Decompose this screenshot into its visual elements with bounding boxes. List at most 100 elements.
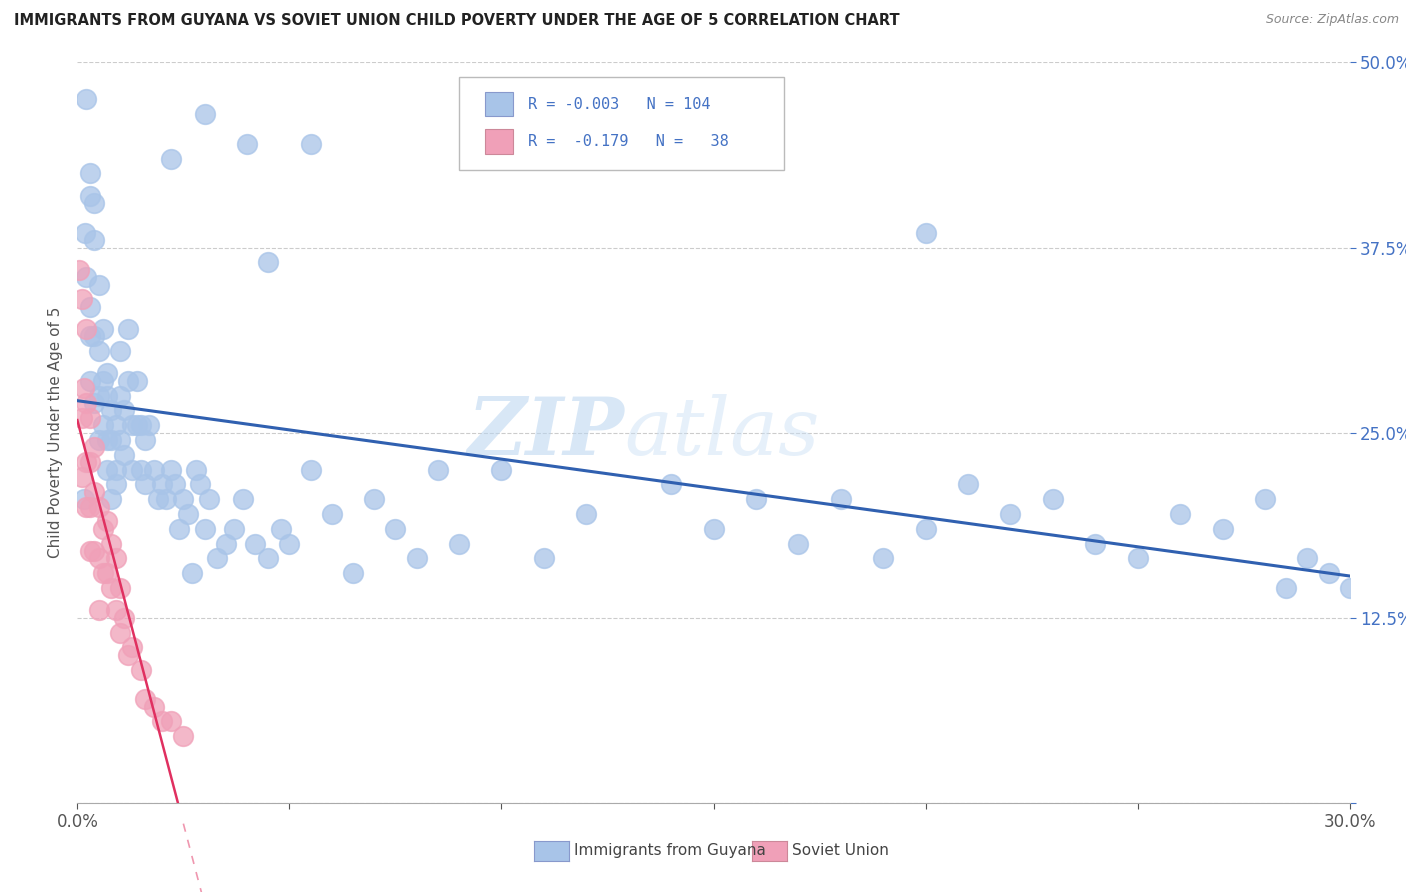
- Point: [405, 551, 427, 566]
- Point: [193, 107, 217, 121]
- Point: [224, 522, 246, 536]
- Point: [575, 507, 598, 521]
- Y-axis label: Child Poverty Under the Age of 5: Child Poverty Under the Age of 5: [48, 307, 63, 558]
- Point: [134, 692, 156, 706]
- Point: [112, 610, 135, 624]
- Point: [79, 329, 101, 343]
- Text: atlas: atlas: [624, 394, 820, 471]
- Point: [83, 484, 105, 499]
- Point: [79, 300, 101, 314]
- Point: [96, 388, 118, 402]
- Point: [163, 477, 186, 491]
- Point: [957, 477, 980, 491]
- Point: [159, 714, 181, 729]
- Point: [79, 410, 101, 425]
- Point: [70, 293, 93, 307]
- Point: [159, 152, 181, 166]
- Point: [91, 566, 114, 581]
- Point: [96, 566, 118, 581]
- Point: [1296, 551, 1319, 566]
- Point: [87, 344, 110, 359]
- Point: [172, 729, 194, 743]
- Text: ZIP: ZIP: [468, 394, 624, 471]
- Point: [79, 455, 101, 469]
- Point: [363, 492, 385, 507]
- FancyBboxPatch shape: [458, 78, 783, 169]
- Point: [167, 522, 190, 536]
- Point: [117, 322, 139, 336]
- Point: [491, 462, 513, 476]
- Point: [100, 492, 122, 507]
- Text: Immigrants from Guyana: Immigrants from Guyana: [574, 844, 765, 858]
- Point: [1084, 536, 1107, 550]
- FancyBboxPatch shape: [485, 129, 513, 153]
- Point: [1126, 551, 1149, 566]
- Point: [79, 374, 101, 388]
- Point: [83, 233, 105, 247]
- Point: [1254, 492, 1277, 507]
- Point: [342, 566, 364, 581]
- Point: [299, 136, 322, 151]
- Point: [384, 522, 406, 536]
- Point: [129, 462, 152, 476]
- Point: [108, 625, 131, 640]
- Point: [129, 418, 152, 433]
- Point: [1042, 492, 1064, 507]
- Point: [87, 500, 110, 514]
- Point: [79, 188, 101, 202]
- Point: [914, 226, 936, 240]
- Point: [104, 462, 127, 476]
- Point: [100, 536, 122, 550]
- Point: [73, 226, 96, 240]
- Point: [1212, 522, 1234, 536]
- Text: Soviet Union: Soviet Union: [792, 844, 889, 858]
- Point: [91, 418, 114, 433]
- Text: IMMIGRANTS FROM GUYANA VS SOVIET UNION CHILD POVERTY UNDER THE AGE OF 5 CORRELAT: IMMIGRANTS FROM GUYANA VS SOVIET UNION C…: [14, 13, 900, 29]
- Point: [100, 433, 122, 447]
- Point: [100, 581, 122, 595]
- Point: [533, 551, 555, 566]
- Point: [87, 603, 110, 617]
- Text: Source: ZipAtlas.com: Source: ZipAtlas.com: [1265, 13, 1399, 27]
- Point: [193, 522, 217, 536]
- Point: [134, 477, 156, 491]
- Point: [198, 492, 221, 507]
- Point: [87, 277, 110, 292]
- Point: [104, 603, 127, 617]
- Point: [155, 492, 177, 507]
- Point: [172, 492, 194, 507]
- Point: [321, 507, 343, 521]
- Point: [83, 441, 105, 455]
- Point: [112, 448, 135, 462]
- Point: [83, 544, 105, 558]
- Point: [1317, 566, 1340, 581]
- Point: [73, 381, 96, 395]
- Point: [299, 462, 322, 476]
- Point: [100, 403, 122, 417]
- Point: [87, 551, 110, 566]
- Point: [207, 551, 229, 566]
- Point: [75, 396, 97, 410]
- Point: [69, 262, 91, 277]
- Point: [129, 663, 152, 677]
- Point: [1168, 507, 1191, 521]
- Point: [87, 388, 110, 402]
- Point: [232, 492, 254, 507]
- Point: [91, 522, 114, 536]
- Point: [121, 462, 143, 476]
- Point: [96, 515, 118, 529]
- Point: [108, 344, 131, 359]
- Point: [104, 418, 127, 433]
- Point: [142, 699, 165, 714]
- Point: [75, 455, 97, 469]
- Point: [257, 551, 280, 566]
- Point: [83, 329, 105, 343]
- Point: [75, 270, 97, 285]
- Point: [108, 388, 131, 402]
- Point: [245, 536, 267, 550]
- Point: [146, 492, 169, 507]
- Point: [215, 536, 238, 550]
- Point: [447, 536, 470, 550]
- Point: [87, 433, 110, 447]
- Point: [112, 403, 135, 417]
